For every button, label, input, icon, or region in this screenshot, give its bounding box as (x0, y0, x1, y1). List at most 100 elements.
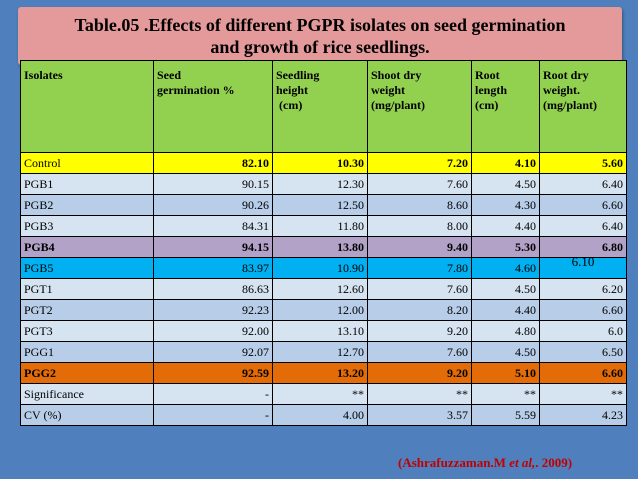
shoot-dry-weight-cell: 7.80 (367, 257, 472, 279)
header-text: weight (371, 83, 405, 97)
germination-cell: 92.00 (153, 320, 273, 342)
header-root-dry-weight: Root dry weight. (mg/plant) (539, 60, 627, 153)
header-shoot-dry-weight: Shoot dry weight (mg/plant) (367, 60, 472, 153)
shoot-dry-weight-cell: 9.20 (367, 320, 472, 342)
header-seed-germination: Seed germination % (153, 60, 273, 153)
shoot-dry-weight-cell: 8.60 (367, 194, 472, 216)
root-dry-weight-cell: 6.40 (539, 215, 627, 237)
root-length-cell: 5.59 (471, 404, 540, 426)
isolate-cell: PGG2 (20, 362, 154, 384)
seedling-height-cell: 12.30 (272, 173, 368, 195)
root-length-cell: 4.80 (471, 320, 540, 342)
header-text: (cm) (276, 98, 303, 112)
table-row: Control 82.10 10.30 7.20 4.10 5.60 (20, 152, 627, 174)
germination-cell: 83.97 (153, 257, 273, 279)
shoot-dry-weight-cell: 9.40 (367, 236, 472, 258)
shoot-dry-weight-cell: 3.57 (367, 404, 472, 426)
germination-cell: 92.59 (153, 362, 273, 384)
seedling-height-cell: 12.00 (272, 299, 368, 321)
seedling-height-cell: 10.30 (272, 152, 368, 174)
header-text: Shoot dry (371, 68, 422, 82)
seedling-height-cell: 13.80 (272, 236, 368, 258)
isolate-cell: CV (%) (20, 404, 154, 426)
header-text: weight. (543, 83, 580, 97)
header-root-length: Root length (cm) (471, 60, 540, 153)
header-text: Seedling (276, 68, 320, 82)
table-row: CV (%) - 4.00 3.57 5.59 4.23 (20, 404, 627, 426)
title-line-1: Table.05 .Effects of different PGPR isol… (74, 15, 566, 35)
seedling-height-cell: 12.50 (272, 194, 368, 216)
header-text: height (276, 83, 309, 97)
seedling-height-cell: 10.90 (272, 257, 368, 279)
root-length-cell: 5.30 (471, 236, 540, 258)
results-table: Isolates Seed germination % Seedling hei… (20, 60, 627, 426)
root-length-cell: 4.40 (471, 299, 540, 321)
isolate-cell: PGT2 (20, 299, 154, 321)
seedling-height-cell: 12.60 (272, 278, 368, 300)
shoot-dry-weight-cell: 7.60 (367, 173, 472, 195)
table-row: PGB1 90.15 12.30 7.60 4.50 6.40 (20, 173, 627, 195)
isolate-cell: PGT3 (20, 320, 154, 342)
seedling-height-cell: 11.80 (272, 215, 368, 237)
root-dry-weight-cell: 6.60 (539, 299, 627, 321)
shoot-dry-weight-cell: 7.60 (367, 278, 472, 300)
isolate-cell: PGT1 (20, 278, 154, 300)
header-text: (mg/plant) (371, 98, 425, 112)
root-dry-weight-cell: 6.0 (539, 320, 627, 342)
root-dry-weight-cell: 6.60 (539, 194, 627, 216)
table-row: PGG2 92.59 13.20 9.20 5.10 6.60 (20, 362, 627, 384)
table-row: PGB5 83.97 10.90 7.80 4.60 6.10 (20, 254, 627, 279)
citation: (Ashrafuzzaman.M et al,. 2009) (398, 455, 572, 471)
root-dry-weight-cell: 6.50 (539, 341, 627, 363)
root-dry-weight-cell: 4.23 (539, 404, 627, 426)
root-length-cell: 4.60 (471, 257, 540, 279)
isolate-cell: Control (20, 152, 154, 174)
root-dry-weight-cell: 6.40 (539, 173, 627, 195)
germination-cell: - (153, 404, 273, 426)
isolate-cell: PGB1 (20, 173, 154, 195)
table-header: Isolates Seed germination % Seedling hei… (20, 60, 627, 153)
table-row: Significance - ** ** ** ** (20, 383, 627, 405)
table-row: PGB2 90.26 12.50 8.60 4.30 6.60 (20, 194, 627, 216)
citation-author: (Ashrafuzzaman.M (398, 455, 510, 470)
shoot-dry-weight-cell: 8.20 (367, 299, 472, 321)
seedling-height-cell: ** (272, 383, 368, 405)
shoot-dry-weight-cell: 7.20 (367, 152, 472, 174)
germination-cell: 86.63 (153, 278, 273, 300)
shoot-dry-weight-cell: 9.20 (367, 362, 472, 384)
shoot-dry-weight-cell: 8.00 (367, 215, 472, 237)
seedling-height-cell: 12.70 (272, 341, 368, 363)
root-length-cell: 4.30 (471, 194, 540, 216)
root-length-cell: 4.50 (471, 173, 540, 195)
table-row: PGB3 84.31 11.80 8.00 4.40 6.40 (20, 215, 627, 237)
isolate-cell: PGB4 (20, 236, 154, 258)
seedling-height-cell: 13.20 (272, 362, 368, 384)
header-text: Seed (157, 68, 181, 82)
root-length-cell: 5.10 (471, 362, 540, 384)
header-text: Root (475, 68, 500, 82)
germination-cell: 92.23 (153, 299, 273, 321)
germination-cell: 82.10 (153, 152, 273, 174)
citation-et-al: et al, (509, 455, 536, 470)
header-text: Isolates (24, 68, 63, 82)
header-text: (mg/plant) (543, 98, 597, 112)
root-dry-weight-value: 6.10 (571, 254, 595, 269)
root-length-cell: 4.50 (471, 278, 540, 300)
root-dry-weight-cell: 6.20 (539, 278, 627, 300)
isolate-cell: PGG1 (20, 341, 154, 363)
root-dry-weight-cell: 6.10 (539, 254, 627, 279)
root-dry-weight-cell: 6.80 (539, 236, 627, 258)
germination-cell: 90.15 (153, 173, 273, 195)
header-text: (cm) (475, 98, 499, 112)
header-text: Root dry (543, 68, 589, 82)
table-row: PGT1 86.63 12.60 7.60 4.50 6.20 (20, 278, 627, 300)
header-isolates: Isolates (20, 60, 154, 153)
table-row: PGG1 92.07 12.70 7.60 4.50 6.50 (20, 341, 627, 363)
root-length-cell: 4.50 (471, 341, 540, 363)
root-length-cell: 4.40 (471, 215, 540, 237)
seedling-height-cell: 4.00 (272, 404, 368, 426)
root-length-cell: ** (471, 383, 540, 405)
table-row: PGT3 92.00 13.10 9.20 4.80 6.0 (20, 320, 627, 342)
header-text: length (475, 83, 508, 97)
isolate-cell: PGB5 (20, 257, 154, 279)
